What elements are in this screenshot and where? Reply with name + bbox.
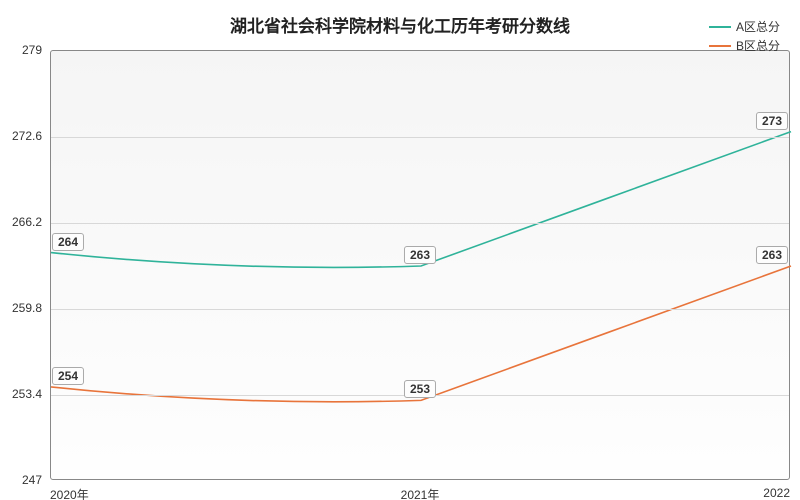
- y-tick-label: 253.4: [12, 387, 42, 401]
- chart-title: 湖北省社会科学院材料与化工历年考研分数线: [0, 12, 800, 37]
- y-tick-label: 259.8: [12, 301, 42, 315]
- legend-item: B区总分: [709, 37, 780, 54]
- y-tick-label: 247: [22, 473, 42, 487]
- x-tick-label: 2021年: [401, 486, 440, 500]
- chart-svg: [51, 51, 789, 479]
- data-label: 254: [52, 367, 84, 385]
- data-label: 273: [756, 112, 788, 130]
- data-label: 264: [52, 233, 84, 251]
- legend-swatch: [709, 45, 731, 47]
- legend-label: A区总分: [736, 18, 780, 35]
- legend-item: A区总分: [709, 18, 780, 35]
- data-label: 263: [756, 246, 788, 264]
- gridline: [51, 309, 789, 310]
- data-label: 263: [404, 246, 436, 264]
- gridline: [51, 137, 789, 138]
- y-tick-label: 272.6: [12, 129, 42, 143]
- data-label: 253: [404, 380, 436, 398]
- y-tick-label: 266.2: [12, 215, 42, 229]
- legend-swatch: [709, 26, 731, 28]
- gridline: [51, 223, 789, 224]
- y-tick-label: 279: [22, 43, 42, 57]
- x-tick-label: 2022年: [763, 486, 790, 500]
- x-tick-label: 2020年: [50, 486, 89, 500]
- legend: A区总分 B区总分: [709, 18, 780, 56]
- plot-area: [50, 50, 790, 480]
- chart-container: 湖北省社会科学院材料与化工历年考研分数线 A区总分 B区总分 247 253.4 25…: [0, 0, 800, 500]
- legend-label: B区总分: [736, 37, 780, 54]
